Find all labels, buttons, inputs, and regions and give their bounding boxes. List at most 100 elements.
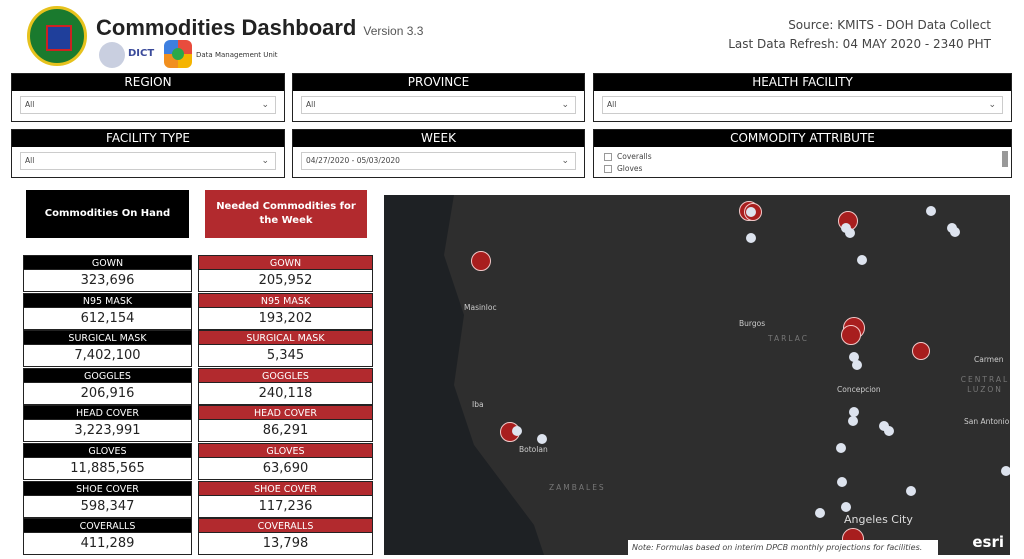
card-value: 598,347 bbox=[23, 495, 192, 518]
refresh-text: Last Data Refresh: 04 MAY 2020 - 2340 PH… bbox=[728, 37, 991, 51]
on-hand-card-head-cover: HEAD COVER 3,223,991 bbox=[23, 405, 192, 443]
map-coastline bbox=[384, 195, 544, 555]
facility-type-value: All bbox=[25, 156, 35, 165]
health-facility-dropdown[interactable]: All ⌄ bbox=[602, 96, 1003, 114]
card-label: N95 MASK bbox=[198, 292, 373, 308]
source-info: Source: KMITS - DOH Data Collect Last Da… bbox=[728, 16, 991, 54]
card-label: SURGICAL MASK bbox=[23, 330, 192, 346]
dict-logo-text: DICT bbox=[128, 48, 155, 59]
facility-point-white[interactable] bbox=[841, 502, 851, 512]
facility-point-white[interactable] bbox=[849, 407, 859, 417]
map-label: Masinloc bbox=[464, 303, 497, 312]
card-value: 7,402,100 bbox=[23, 345, 192, 368]
dmu-logo bbox=[164, 40, 192, 68]
facility-point-white[interactable] bbox=[1001, 466, 1010, 476]
week-label: WEEK bbox=[293, 130, 584, 147]
card-label: SHOE COVER bbox=[23, 480, 192, 496]
card-value: 5,345 bbox=[198, 345, 373, 368]
facility-point-white[interactable] bbox=[857, 255, 867, 265]
on-hand-card-n95-mask: N95 MASK 612,154 bbox=[23, 292, 192, 330]
facility-point-white[interactable] bbox=[926, 206, 936, 216]
esri-logo: esri bbox=[972, 533, 1004, 551]
on-hand-card-coveralls: COVERALLS 411,289 bbox=[23, 518, 192, 556]
map-label: Carmen bbox=[974, 355, 1004, 364]
needed-card-shoe-cover: SHOE COVER 117,236 bbox=[198, 480, 373, 518]
facility-point-white[interactable] bbox=[950, 227, 960, 237]
facility-point-white[interactable] bbox=[852, 360, 862, 370]
region-dropdown[interactable]: All ⌄ bbox=[20, 96, 276, 114]
chevron-down-icon: ⌄ bbox=[561, 156, 569, 166]
needed-card-head-cover: HEAD COVER 86,291 bbox=[198, 405, 373, 443]
option-label: Gloves bbox=[617, 164, 643, 173]
province-dropdown[interactable]: All ⌄ bbox=[301, 96, 576, 114]
needed-card-gloves: GLOVES 63,690 bbox=[198, 443, 373, 480]
card-label: GLOVES bbox=[23, 443, 192, 458]
card-label: GOWN bbox=[198, 255, 373, 270]
card-value: 612,154 bbox=[23, 307, 192, 330]
source-text: Source: KMITS - DOH Data Collect bbox=[788, 18, 991, 32]
attribute-option-gloves[interactable]: Gloves bbox=[604, 163, 1011, 175]
facility-point-white[interactable] bbox=[746, 207, 756, 217]
facility-point-white[interactable] bbox=[906, 486, 916, 496]
facility-point-white[interactable] bbox=[836, 443, 846, 453]
card-label: HEAD COVER bbox=[198, 405, 373, 421]
checkbox[interactable] bbox=[604, 165, 612, 173]
facility-point-white[interactable] bbox=[512, 426, 522, 436]
facility-type-label: FACILITY TYPE bbox=[12, 130, 284, 147]
health-facility-value: All bbox=[607, 100, 617, 109]
card-label: GOGGLES bbox=[23, 367, 192, 383]
card-label: SHOE COVER bbox=[198, 480, 373, 496]
commodities-on-hand-button[interactable]: Commodities On Hand bbox=[26, 190, 189, 238]
facility-point-white[interactable] bbox=[815, 508, 825, 518]
map-label: Angeles City bbox=[844, 513, 913, 526]
chevron-down-icon: ⌄ bbox=[261, 100, 269, 110]
card-value: 11,885,565 bbox=[23, 458, 192, 480]
facility-point-white[interactable] bbox=[845, 228, 855, 238]
facility-point-white[interactable] bbox=[879, 421, 889, 431]
card-label: GLOVES bbox=[198, 443, 373, 458]
checkbox[interactable] bbox=[604, 153, 612, 161]
needed-commodities-button[interactable]: Needed Commodities for the Week bbox=[205, 190, 367, 238]
card-value: 240,118 bbox=[198, 382, 373, 405]
facility-point-red[interactable] bbox=[471, 251, 491, 271]
health-facility-filter: HEALTH FACILITY All ⌄ bbox=[593, 73, 1012, 122]
card-label: N95 MASK bbox=[23, 292, 192, 308]
attribute-option-coveralls[interactable]: Coveralls bbox=[604, 151, 1011, 163]
facility-map[interactable]: Angeles City ZAMBALES Botolan Iba San Antoni… bbox=[384, 195, 1010, 555]
facility-point-white[interactable] bbox=[537, 434, 547, 444]
dict-logo bbox=[99, 42, 125, 68]
attribute-scrollbar[interactable] bbox=[1002, 151, 1008, 167]
map-label: CENTRAL LUZON bbox=[960, 375, 1010, 394]
page-title: Commodities Dashboard bbox=[96, 15, 357, 40]
week-filter: WEEK 04/27/2020 - 05/03/2020 ⌄ bbox=[292, 129, 585, 178]
map-label: TARLAC bbox=[768, 334, 809, 343]
chevron-down-icon: ⌄ bbox=[261, 156, 269, 166]
facility-point-red[interactable] bbox=[841, 325, 861, 345]
needed-card-goggles: GOGGLES 240,118 bbox=[198, 367, 373, 405]
map-note: Note: Formulas based on interim DPCB mon… bbox=[628, 540, 938, 555]
card-value: 193,202 bbox=[198, 307, 373, 330]
week-value: 04/27/2020 - 05/03/2020 bbox=[306, 156, 400, 165]
card-label: COVERALLS bbox=[23, 518, 192, 534]
needed-card-surgical-mask: SURGICAL MASK 5,345 bbox=[198, 330, 373, 368]
map-label: Botolan bbox=[519, 445, 548, 454]
facility-point-white[interactable] bbox=[849, 352, 859, 362]
facility-point-white[interactable] bbox=[848, 416, 858, 426]
facility-point-white[interactable] bbox=[884, 426, 894, 436]
title-row: Commodities Dashboard Version 3.3 bbox=[96, 15, 423, 41]
facility-type-filter: FACILITY TYPE All ⌄ bbox=[11, 129, 285, 178]
facility-point-red[interactable] bbox=[912, 342, 930, 360]
card-value: 411,289 bbox=[23, 533, 192, 556]
map-label: Iba bbox=[472, 400, 484, 409]
on-hand-card-gown: GOWN 323,696 bbox=[23, 255, 192, 292]
card-label: GOGGLES bbox=[198, 367, 373, 383]
facility-point-white[interactable] bbox=[837, 477, 847, 487]
province-label: PROVINCE bbox=[293, 74, 584, 91]
region-value: All bbox=[25, 100, 35, 109]
region-label: REGION bbox=[12, 74, 284, 91]
facility-point-white[interactable] bbox=[746, 233, 756, 243]
week-dropdown[interactable]: 04/27/2020 - 05/03/2020 ⌄ bbox=[301, 152, 576, 170]
facility-type-dropdown[interactable]: All ⌄ bbox=[20, 152, 276, 170]
on-hand-card-surgical-mask: SURGICAL MASK 7,402,100 bbox=[23, 330, 192, 368]
card-value: 13,798 bbox=[198, 533, 373, 556]
